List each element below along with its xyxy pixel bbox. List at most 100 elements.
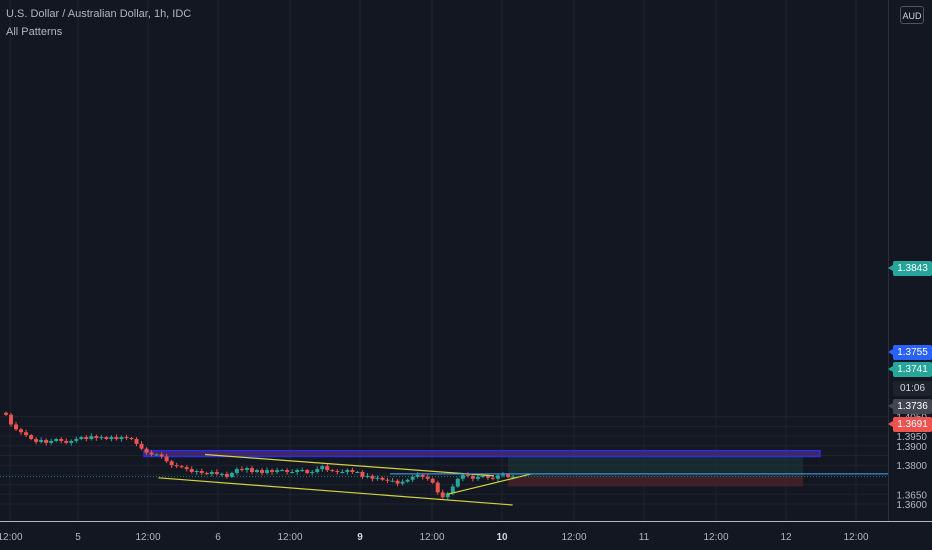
candle-body — [94, 436, 99, 439]
y-tick-label: 1.3900 — [896, 442, 927, 453]
candle-body — [455, 478, 460, 487]
candle-body — [29, 435, 34, 440]
candle-body — [169, 461, 174, 466]
candle-body — [495, 475, 500, 479]
candle-body — [239, 469, 244, 471]
candle-body — [340, 471, 345, 473]
candle-body — [144, 448, 149, 453]
candle-body — [184, 467, 189, 470]
y-tick-label: 1.3800 — [896, 461, 927, 472]
entry-price-tag: 1.3755 — [888, 345, 932, 360]
candle-body — [154, 454, 159, 456]
candle-body — [420, 474, 425, 477]
x-tick-label: 12:00 — [419, 532, 444, 543]
candle-body — [320, 466, 325, 470]
candle-body — [290, 471, 295, 473]
x-tick-label: 9 — [357, 532, 363, 543]
candle-body — [54, 439, 59, 441]
x-tick-label: 11 — [639, 532, 650, 543]
candle-body — [74, 439, 79, 441]
candle-body — [59, 439, 64, 441]
candle-body — [14, 424, 19, 430]
candle-body — [34, 439, 39, 442]
candle-body — [310, 471, 315, 473]
candle-body — [99, 437, 104, 439]
currency-button[interactable]: AUD — [900, 6, 924, 24]
candle-body — [380, 477, 385, 480]
candle-body — [234, 469, 239, 473]
candle-body — [249, 468, 254, 472]
candle-body — [285, 470, 290, 472]
candle-body — [79, 437, 84, 440]
candle-body — [124, 437, 129, 439]
candle-body — [4, 412, 8, 415]
candle-body — [119, 437, 124, 440]
x-tick-label: 12:00 — [561, 532, 586, 543]
candle-body — [39, 439, 44, 442]
y-tick-label: 1.3600 — [896, 500, 927, 511]
x-tick-label: 12:00 — [277, 532, 302, 543]
x-tick-label: 12:00 — [0, 532, 23, 543]
candle-body — [465, 474, 470, 476]
candle-body — [330, 470, 335, 472]
candle-body — [84, 437, 89, 440]
candle-body — [506, 474, 510, 477]
candle-body — [335, 471, 340, 473]
candle-body — [260, 470, 265, 473]
candle-body — [355, 471, 360, 473]
candle-body — [64, 440, 69, 443]
x-tick-label: 12:00 — [703, 532, 728, 543]
channel-lower-line — [158, 477, 513, 506]
candle-body — [365, 475, 370, 477]
candle-body — [49, 440, 54, 443]
candle-body — [425, 476, 430, 479]
candle-body — [480, 475, 485, 477]
candle-body — [194, 471, 199, 473]
candle-body — [490, 477, 495, 479]
candle-body — [475, 476, 480, 479]
candle-body — [275, 470, 280, 472]
countdown-tag: 01:06 — [893, 381, 932, 396]
channel-upper-line — [204, 453, 495, 477]
candle-body — [265, 470, 270, 473]
candle-body — [440, 492, 445, 498]
profit-zone — [508, 456, 803, 477]
chart-title: U.S. Dollar / Australian Dollar, 1h, IDC — [6, 8, 192, 20]
demand-zone — [143, 449, 821, 458]
candle-body — [174, 465, 179, 467]
candle-body — [129, 438, 134, 440]
candle-body — [485, 475, 490, 478]
time-axis-border — [0, 521, 932, 522]
candle-body — [295, 470, 300, 472]
candle-body — [375, 477, 380, 479]
drawing-zones — [143, 449, 821, 487]
candle-body — [435, 482, 440, 493]
candle-body — [44, 439, 49, 443]
candle-body — [224, 473, 229, 477]
candle-body — [219, 473, 224, 475]
x-tick-label: 12:00 — [843, 532, 868, 543]
candle-body — [104, 437, 109, 440]
candle-body — [405, 479, 410, 482]
candle-body — [315, 469, 320, 472]
target-price-tag: 1.3843 — [888, 261, 932, 276]
candle-body — [159, 454, 164, 457]
x-tick-label: 10 — [496, 532, 508, 543]
x-tick-label: 5 — [75, 532, 81, 543]
candle-body — [325, 466, 330, 471]
candle-body — [360, 471, 365, 477]
indicator-label[interactable]: All Patterns — [6, 26, 63, 38]
candle-body — [244, 468, 249, 471]
candle-body — [395, 480, 400, 484]
candle-body — [500, 474, 505, 476]
candle-body — [204, 472, 209, 474]
candle-body — [214, 471, 219, 474]
drawing-lines — [0, 453, 888, 506]
candle-body — [134, 439, 139, 444]
price-axis-border — [888, 0, 889, 522]
candle-body — [209, 471, 214, 474]
y-tick-label: 1.3950 — [896, 432, 927, 443]
candle-body — [280, 470, 285, 472]
candle-body — [114, 437, 119, 440]
